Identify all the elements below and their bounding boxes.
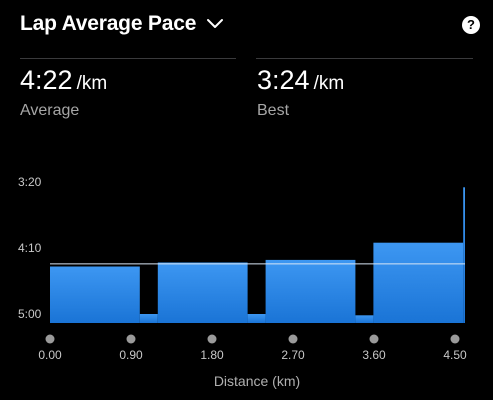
average-unit: /km (76, 73, 108, 94)
x-tick-dot (126, 334, 136, 344)
y-tick-label: 3:20 (18, 175, 42, 189)
x-tick-dot (369, 334, 379, 344)
y-tick-label: 4:10 (18, 241, 42, 255)
x-tick-label: 2.70 (281, 348, 305, 362)
header: Lap Average Pace ? (20, 12, 480, 42)
help-icon[interactable]: ? (462, 16, 480, 34)
x-tick-label: 0.00 (38, 348, 62, 362)
best-stat: 3:24/km Best (257, 64, 344, 120)
x-tick-label: 4.50 (443, 348, 467, 362)
x-tick-dot (288, 334, 298, 344)
best-unit: /km (313, 73, 345, 94)
y-tick-label: 5:00 (18, 307, 42, 321)
lap-bar[interactable] (373, 242, 464, 323)
lap-bar[interactable] (157, 262, 248, 324)
average-label: Average (20, 102, 80, 119)
x-tick-dot (450, 334, 460, 344)
x-tick-label: 0.90 (119, 348, 143, 362)
divider-left (20, 58, 236, 59)
chevron-down-icon[interactable] (206, 18, 224, 30)
average-value: 4:22 (20, 65, 73, 95)
best-label: Best (257, 102, 290, 119)
lap-pace-chart: 3:20 4:10 5:00 0.00 0.90 1.80 2.70 3.60 4.50 Di… (18, 175, 467, 389)
x-tick-dot (207, 334, 217, 344)
divider-right (256, 58, 473, 59)
lap-bar[interactable] (463, 187, 465, 323)
x-axis-title: Distance (km) (214, 373, 300, 389)
lap-bar[interactable] (355, 315, 374, 323)
lap-bar[interactable] (139, 314, 158, 323)
x-tick-label: 3.60 (362, 348, 386, 362)
best-value: 3:24 (257, 65, 310, 95)
lap-bar[interactable] (265, 259, 356, 323)
x-tick-label: 1.80 (200, 348, 224, 362)
lap-bar[interactable] (50, 266, 140, 324)
average-stat: 4:22/km Average (20, 64, 107, 120)
lap-bar[interactable] (247, 314, 266, 323)
metric-title-dropdown[interactable]: Lap Average Pace (20, 12, 197, 35)
x-tick-dot (45, 334, 55, 344)
